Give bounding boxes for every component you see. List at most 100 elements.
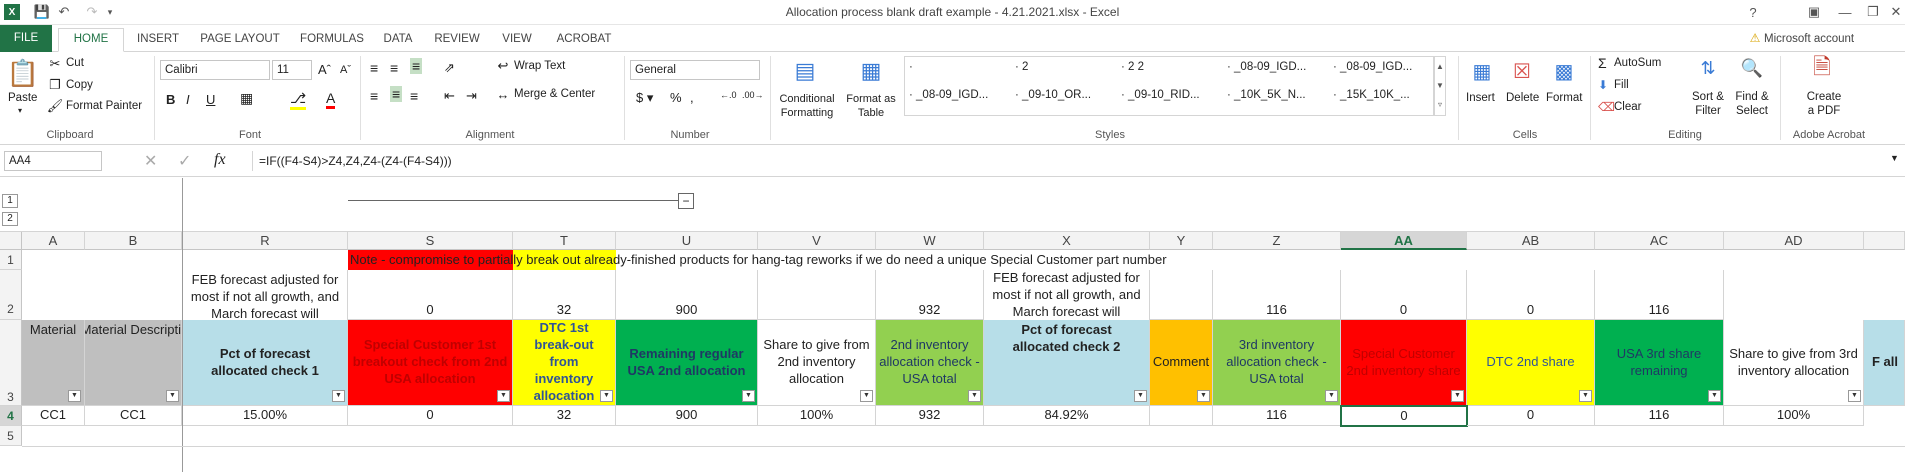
filter-dropdown-icon[interactable]: ▼ bbox=[1134, 390, 1147, 402]
cell-ab2[interactable]: 0 bbox=[1467, 270, 1595, 320]
style-item[interactable]: · _10K_5K_N... bbox=[1227, 89, 1306, 101]
find-select-button[interactable]: Find & Select bbox=[1735, 91, 1769, 117]
row-header-1[interactable]: 1 bbox=[0, 250, 22, 270]
cell-ac3[interactable]: USA 3rd share remaining bbox=[1595, 320, 1724, 406]
cell-ae3[interactable]: F all bbox=[1864, 320, 1905, 406]
column-header-w[interactable]: W bbox=[876, 232, 984, 250]
clear-button[interactable]: Clear bbox=[1614, 101, 1642, 113]
paste-icon[interactable]: 📋 bbox=[6, 57, 40, 88]
style-item[interactable]: · _15K_10K_... bbox=[1333, 89, 1410, 101]
style-item[interactable]: · 2 2 bbox=[1121, 61, 1145, 73]
bottom-align-icon[interactable]: ≡ bbox=[410, 58, 423, 74]
cell-u4[interactable]: 900 bbox=[616, 406, 758, 426]
percent-icon[interactable]: % bbox=[670, 90, 682, 105]
column-header-ae[interactable] bbox=[1864, 232, 1905, 250]
cut-button[interactable]: Cut bbox=[66, 57, 84, 69]
number-format-box[interactable]: General bbox=[630, 60, 760, 80]
ribbon-display-icon[interactable]: ▣ bbox=[1807, 4, 1821, 19]
gallery-scroll[interactable]: ▲ ▼ ▿ bbox=[1434, 56, 1446, 116]
cell-w4[interactable]: 932 bbox=[876, 406, 984, 426]
account-name[interactable]: Microsoft account bbox=[1764, 33, 1855, 45]
style-item[interactable]: · _09-10_RID... bbox=[1121, 89, 1200, 101]
redo-icon[interactable]: ↷ bbox=[86, 4, 98, 19]
cell-t3[interactable]: DTC 1st break-out from inventory allocat… bbox=[513, 320, 616, 406]
fill-color-icon[interactable]: ⎇ bbox=[290, 90, 307, 110]
cell-u3[interactable]: Remaining regular USA 2nd allocation bbox=[616, 320, 758, 406]
merge-center-button[interactable]: Merge & Center bbox=[514, 88, 596, 100]
increase-decimal-icon[interactable]: ←.0 bbox=[720, 90, 737, 100]
cell-s4[interactable]: 0 bbox=[348, 406, 513, 426]
column-header-y[interactable]: Y bbox=[1150, 232, 1213, 250]
cell-u2[interactable]: 900 bbox=[616, 270, 758, 320]
font-color-icon[interactable]: A bbox=[326, 90, 336, 109]
cell-v2[interactable] bbox=[758, 270, 876, 320]
underline-icon[interactable]: U bbox=[206, 92, 216, 107]
font-name-box[interactable]: Calibri bbox=[160, 60, 270, 80]
align-center-icon[interactable]: ≡ bbox=[390, 86, 403, 102]
customize-qat-icon[interactable]: ▾ bbox=[107, 6, 113, 17]
paste-button[interactable]: Paste bbox=[8, 92, 38, 104]
column-header-z[interactable]: Z bbox=[1213, 232, 1341, 250]
filter-dropdown-icon[interactable]: ▼ bbox=[68, 390, 81, 402]
cell-z2[interactable]: 116 bbox=[1213, 270, 1341, 320]
cell-b4[interactable]: CC1 bbox=[85, 406, 182, 426]
cell-t4[interactable]: 32 bbox=[513, 406, 616, 426]
outline-collapse-button[interactable]: − bbox=[678, 193, 694, 209]
style-item[interactable]: · _09-10_OR... bbox=[1015, 89, 1092, 101]
decrease-decimal-icon[interactable]: .00→ bbox=[742, 90, 764, 100]
column-header-t[interactable]: T bbox=[513, 232, 616, 250]
cell-x4[interactable]: 84.92% bbox=[984, 406, 1150, 426]
fill-button[interactable]: Fill bbox=[1614, 79, 1629, 91]
row-header-2[interactable]: 2 bbox=[0, 270, 22, 320]
cell-styles-gallery[interactable]: · · 2 · 2 2 · _08-09_IGD... · _08-09_IGD… bbox=[904, 56, 1434, 116]
style-item[interactable]: · _08-09_IGD... bbox=[1227, 61, 1307, 73]
middle-align-icon[interactable]: ≡ bbox=[390, 60, 399, 76]
column-header-r[interactable]: R bbox=[183, 232, 348, 250]
cell-ad4[interactable]: 100% bbox=[1724, 406, 1864, 426]
cell-s2[interactable]: 0 bbox=[348, 270, 513, 320]
align-right-icon[interactable]: ≡ bbox=[410, 88, 419, 104]
format-painter-button[interactable]: Format Painter bbox=[66, 100, 143, 112]
tab-file[interactable]: FILE bbox=[0, 25, 52, 52]
row-header-4[interactable]: 4 bbox=[0, 406, 22, 426]
cancel-icon[interactable]: ✕ bbox=[144, 153, 158, 170]
column-header-v[interactable]: V bbox=[758, 232, 876, 250]
cell-w3[interactable]: 2nd inventory allocation check - USA tot… bbox=[876, 320, 984, 406]
conditional-formatting-button[interactable]: Conditional Formatting bbox=[779, 93, 835, 119]
cell-v3[interactable]: Share to give from 2nd inventory allocat… bbox=[758, 320, 876, 406]
tab-review[interactable]: REVIEW bbox=[434, 33, 480, 45]
tab-view[interactable]: VIEW bbox=[502, 33, 532, 45]
cell-v4[interactable]: 100% bbox=[758, 406, 876, 426]
column-header-ad[interactable]: AD bbox=[1724, 232, 1864, 250]
shrink-font-icon[interactable]: Aˇ bbox=[340, 64, 351, 76]
expand-formula-icon[interactable]: ▼ bbox=[1890, 153, 1899, 163]
column-header-ab[interactable]: AB bbox=[1467, 232, 1595, 250]
cell-aa2[interactable]: 0 bbox=[1341, 270, 1467, 320]
format-as-table-button[interactable]: Format as Table bbox=[846, 93, 896, 119]
filter-dropdown-icon[interactable]: ▼ bbox=[497, 390, 510, 402]
cell-r4[interactable]: 15.00% bbox=[183, 406, 348, 426]
cell-ac4[interactable]: 116 bbox=[1595, 406, 1724, 426]
row-header-3[interactable]: 3 bbox=[0, 320, 22, 406]
copy-button[interactable]: Copy bbox=[66, 79, 93, 91]
orientation-icon[interactable]: ⇗ bbox=[444, 60, 455, 75]
enter-icon[interactable]: ✓ bbox=[178, 153, 192, 170]
grow-font-icon[interactable]: Aˆ bbox=[318, 62, 331, 77]
filter-dropdown-icon[interactable]: ▼ bbox=[742, 390, 755, 402]
cell-a4[interactable]: CC1 bbox=[22, 406, 85, 426]
create-pdf-button[interactable]: Create a PDF bbox=[1806, 91, 1842, 117]
font-size-box[interactable]: 11 bbox=[272, 60, 312, 80]
tab-insert[interactable]: INSERT bbox=[137, 33, 179, 45]
row-header-5[interactable]: 5 bbox=[0, 426, 22, 446]
cell-ac2[interactable]: 116 bbox=[1595, 270, 1724, 320]
cell-t2[interactable]: 32 bbox=[513, 270, 616, 320]
cell-ab4[interactable]: 0 bbox=[1467, 406, 1595, 426]
paste-dropdown-icon[interactable]: ▾ bbox=[18, 106, 23, 115]
style-item[interactable]: · _08-09_IGD... bbox=[909, 89, 989, 101]
minimize-icon[interactable]: — bbox=[1838, 4, 1852, 20]
decrease-indent-icon[interactable]: ⇤ bbox=[444, 88, 455, 103]
filter-dropdown-icon[interactable]: ▼ bbox=[332, 390, 345, 402]
column-header-a[interactable]: A bbox=[22, 232, 85, 250]
save-icon[interactable]: 💾 bbox=[33, 4, 51, 19]
cell-z3[interactable]: 3rd inventory allocation check - USA tot… bbox=[1213, 320, 1341, 406]
